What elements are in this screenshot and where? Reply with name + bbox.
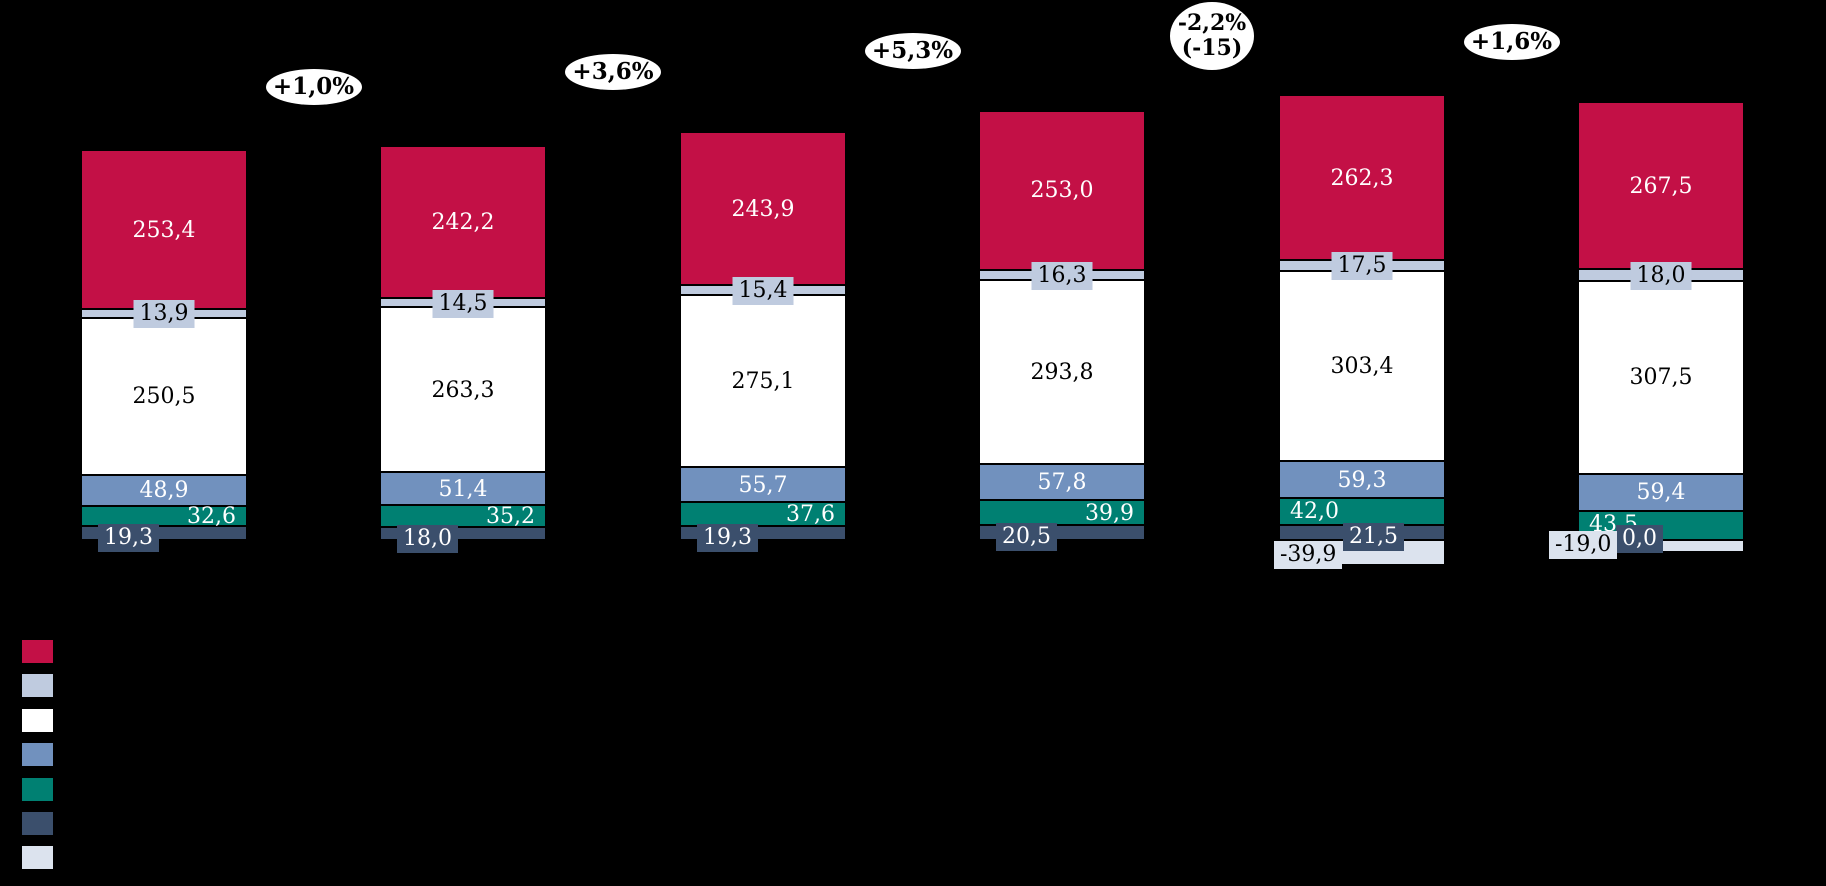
legend-swatch	[22, 708, 53, 732]
growth-bubble: +1,0%	[265, 69, 362, 105]
legend-swatch	[22, 674, 53, 698]
bar-segment-white	[381, 306, 545, 474]
bar-segment-white	[1579, 279, 1743, 475]
strip-value-label: 15,4	[732, 277, 794, 306]
bar-segment-crimson	[1579, 102, 1743, 271]
legend-swatch	[22, 640, 53, 663]
bar-segment-crimson	[381, 147, 545, 300]
navy-value-label: 0,0	[1616, 525, 1663, 553]
bar-segment-white	[1280, 269, 1444, 462]
strip-value-label: 18,0	[1630, 262, 1692, 290]
bar-segment-blue	[381, 471, 545, 506]
bar-segment-teal	[681, 501, 845, 527]
bar-segment-crimson	[1280, 96, 1444, 261]
legend-swatch	[22, 743, 53, 767]
bar-segment-white	[980, 278, 1144, 465]
bar-segment-crimson	[681, 133, 845, 287]
bar-segment-teal	[82, 504, 246, 527]
growth-bubble-text: -2,2%	[1177, 10, 1247, 37]
bar-segment-blue	[980, 462, 1144, 502]
navy-value-label: 21,5	[1343, 522, 1404, 551]
navy-value-label: 19,3	[697, 523, 758, 552]
strip-value-label: 17,5	[1331, 252, 1393, 281]
bar-segment-teal	[980, 499, 1144, 527]
growth-bubble: +3,6%	[565, 54, 661, 90]
growth-bubble-text: +5,3%	[871, 37, 954, 65]
bar-segment-crimson	[82, 151, 246, 310]
legend-swatch	[22, 846, 53, 870]
strip-value-label: 14,5	[432, 289, 494, 318]
negative-value-label: -19,0	[1549, 531, 1618, 559]
navy-value-label: 20,5	[996, 523, 1057, 552]
growth-bubble-text: +3,6%	[572, 58, 654, 86]
negative-value-label: -39,9	[1274, 541, 1343, 569]
growth-bubble-text: +1,6%	[1470, 28, 1553, 56]
navy-value-label: 18,0	[397, 524, 458, 553]
growth-bubble-text: (-15)	[1181, 35, 1243, 61]
bar-segment-blue	[1579, 472, 1743, 512]
growth-bubble-text: +1,0%	[272, 73, 355, 101]
bar-segment-teal	[381, 503, 545, 528]
growth-bubble: +1,6%	[1463, 24, 1560, 60]
navy-value-label: 19,3	[98, 523, 159, 552]
legend-swatch	[22, 812, 53, 835]
growth-bubble: -2,2% (-15)	[1170, 2, 1254, 70]
bar-segment-blue	[82, 473, 246, 507]
legend-swatch	[22, 777, 53, 801]
bar-segment-white	[681, 293, 845, 469]
bar-segment-teal	[1280, 497, 1444, 526]
bar-segment-blue	[681, 466, 845, 504]
bar-segment-crimson	[980, 111, 1144, 271]
bar-segment-white	[82, 316, 246, 476]
bar-segment-blue	[1280, 460, 1444, 500]
growth-bubble: +5,3%	[864, 33, 961, 69]
strip-value-label: 13,9	[133, 300, 195, 329]
strip-value-label: 16,3	[1031, 261, 1093, 290]
